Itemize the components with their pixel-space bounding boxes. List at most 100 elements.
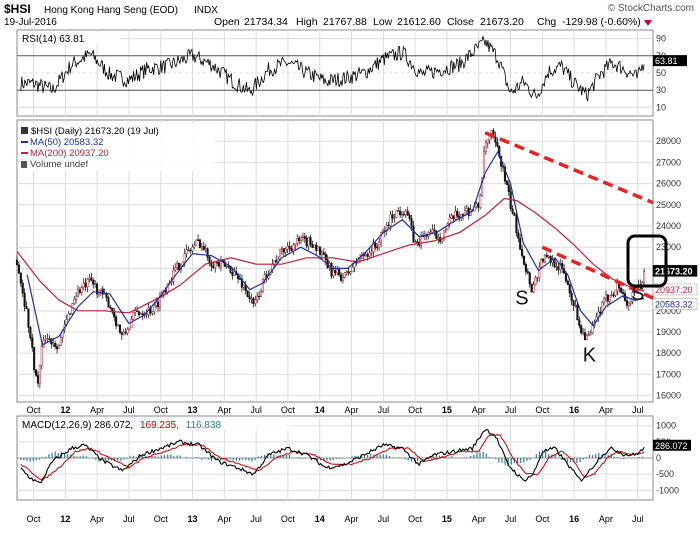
price-candle-body (399, 210, 402, 216)
price-candle-body (566, 280, 569, 285)
price-candle-body (216, 261, 219, 264)
price-candle-body (36, 375, 40, 384)
resistance-trendline (484, 131, 654, 205)
price-candle-body (156, 301, 160, 308)
pattern-annotation: S (631, 283, 644, 305)
price-candle-body (82, 282, 85, 288)
x-tick-label: 16 (569, 514, 579, 524)
price-tick-label: 19000 (656, 327, 681, 337)
x-tick-label: 14 (315, 514, 325, 524)
high-label: High (296, 16, 318, 28)
price-candle-body (315, 244, 318, 252)
rsi-legend-text: RSI(14) 63.81 (22, 34, 85, 45)
x-tick-label: 16 (569, 405, 579, 415)
volume-legend-swatch (21, 161, 27, 168)
price-candle-body (616, 282, 619, 291)
price-candle-body (555, 266, 558, 268)
price-candle-body (200, 246, 203, 249)
price-candle-body (71, 303, 74, 314)
price-candle-body (38, 365, 41, 384)
price-candle-body (589, 332, 592, 335)
price-candle-body (208, 256, 211, 264)
price-candle-body (176, 262, 179, 269)
price-candle-body (620, 287, 623, 293)
price-candle-body (27, 308, 30, 328)
x-tick-label: Apr (472, 405, 486, 415)
price-candle-body (585, 334, 588, 341)
price-candle-body (536, 277, 539, 279)
price-candle-body (86, 278, 89, 288)
price-legend-bg (19, 123, 215, 171)
price-candle-body (189, 250, 192, 252)
price-candle-body (177, 262, 181, 270)
price-tick-label: 28000 (656, 136, 681, 146)
price-candle-body (52, 343, 55, 345)
price-candle-body (568, 284, 571, 294)
price-candles (15, 128, 646, 389)
rsi-current-label: 63.81 (655, 56, 678, 66)
price-candle-body (522, 255, 526, 265)
chg-label: Chg (537, 16, 556, 28)
price-candle-body (197, 239, 200, 241)
price-candle-body (54, 343, 57, 347)
price-candle-body (195, 239, 198, 246)
macd-current-badge (653, 439, 691, 451)
x-tick-label: Oct (408, 405, 423, 415)
price-candle-body (456, 210, 459, 217)
price-candle-body (339, 274, 343, 281)
price-candle-body (105, 293, 108, 299)
price-candle-body (370, 251, 373, 254)
close-value: 21673.20 (480, 16, 524, 28)
price-tick-label: 24000 (656, 221, 681, 231)
price-candle-body (587, 334, 590, 336)
x-tick-label: Jul (505, 514, 517, 524)
price-candle-body (505, 180, 508, 185)
symbol-name: Hong Kong Hang Seng (EOD) (44, 5, 178, 16)
price-candle-body (301, 236, 304, 238)
x-tick-label: 15 (442, 514, 452, 524)
price-candle-body (288, 245, 291, 249)
x-axis-macd: Oct 12 Apr Jul Oct 13 Apr Jul Oct 14 Apr Jul Oct 15 Ap… (27, 514, 644, 524)
price-candle-body (629, 301, 632, 304)
price-candle-body (206, 248, 209, 258)
price-candle-body (416, 241, 419, 243)
price-candle-body (433, 229, 436, 232)
price-candle-body (517, 232, 520, 239)
price-candle-body (503, 166, 507, 182)
x-tick-label: Apr (599, 405, 613, 415)
x-tick-label: Jul (378, 514, 390, 524)
price-candle-body (250, 298, 253, 300)
macd-legend-bg (20, 418, 290, 430)
macd-tick-label: -1000 (656, 485, 679, 495)
price-candle-body (467, 208, 470, 216)
price-candle-body (391, 214, 394, 219)
price-candle-body (643, 271, 646, 283)
price-candle-body (259, 290, 263, 297)
price-candle-body (307, 237, 310, 247)
price-candle-body (303, 236, 306, 239)
price-candle-body (570, 292, 573, 301)
macd-signal-line (20, 434, 645, 482)
close-label: Close (447, 16, 474, 28)
rsi-layer: 103050709063.81 (17, 34, 687, 112)
price-candle-body (347, 271, 350, 274)
price-candle-body (298, 238, 301, 241)
price-candle-body (48, 338, 51, 340)
price-candle-body (254, 299, 257, 304)
price-candle-body (29, 327, 32, 338)
price-candle-body (400, 213, 404, 216)
price-candle-body (553, 259, 556, 268)
price-candle-body (33, 347, 36, 370)
price-candle-body (137, 311, 141, 316)
price-candle-body (299, 237, 303, 241)
price-candle-body (50, 338, 53, 345)
price-candle-body (40, 346, 43, 366)
price-candle-body (614, 290, 617, 296)
down-arrow-icon (644, 20, 652, 26)
price-candle-body (116, 324, 120, 327)
open-label: Open (214, 16, 240, 28)
price-candle-body (557, 266, 560, 271)
price-candle-body (44, 338, 47, 341)
price-candle-body (246, 290, 249, 297)
price-candle-body (118, 324, 121, 333)
